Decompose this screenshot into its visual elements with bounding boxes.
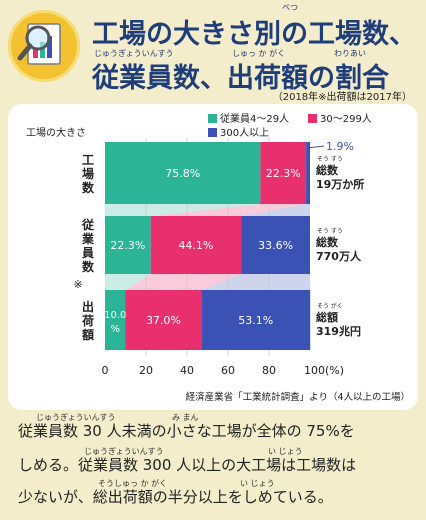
bar-data-label: 10.0 [104, 310, 126, 321]
connector-band [150, 204, 307, 216]
bottom-text-line-1: 従業員数 30 人未満の小さな工場が全体の 75%を [18, 422, 355, 440]
source-note: 経済産業省「工業統計調査」より（4人以上の工場） [186, 391, 410, 403]
bar-data-label: 22.3% [266, 167, 301, 180]
bottom-text-line-2: しめる。従業員数 300 人以上の大工場は工場数は [18, 456, 357, 474]
x-tick-label: 40 [180, 364, 194, 377]
bottom-ruby-1a: じゅうぎょういんすう [36, 413, 116, 422]
bar-segment [306, 142, 310, 204]
bar-data-label: 75.8% [165, 167, 200, 180]
callout-label: 1.9% [326, 140, 354, 153]
bar-segment [105, 216, 151, 274]
category-label: 出 [82, 299, 94, 314]
legend-swatch [308, 114, 317, 123]
x-tick-label: 20 [139, 364, 153, 377]
total-label: 総数 [316, 235, 339, 249]
category-label: 場 [82, 166, 94, 181]
total-ruby: そう がく [317, 302, 343, 310]
page-title-line-2: 従業員数、出荷額の割合 [92, 63, 389, 94]
bar-data-label: 22.3% [110, 239, 145, 252]
title-area: べつ 工場の大きさ別の工場数、 じゅうぎょういんすう しゅっ か がく わりあい… [0, 0, 426, 100]
title-ruby-betsu: べつ [282, 3, 298, 12]
category-label: 数 [82, 180, 95, 195]
bar-data-label: 37.0% [146, 314, 181, 327]
bar-segment [105, 290, 126, 350]
x-tick-label: 100(%) [304, 364, 344, 377]
category-label: 員 [81, 246, 94, 260]
bottom-ruby-1b: み まん [172, 413, 199, 422]
legend-title: 工場の大きさ [26, 126, 86, 139]
bar-segment [241, 216, 310, 274]
title-ruby-jugyoinsu: じゅうぎょういんすう [94, 49, 174, 58]
total-value: 319兆円 [316, 324, 361, 338]
category-label: 工 [82, 153, 94, 167]
year-note: （2018年※出荷額は2017年） [272, 92, 412, 103]
connector-band [125, 274, 242, 290]
bar-segment [260, 142, 307, 204]
legend-label: 従業員4〜29人 [220, 112, 289, 125]
bottom-text-line-3: 少ないが、総出荷額の半分以上をしめている。 [18, 488, 333, 506]
bottom-ruby-3a: そうしゅっ か がく [98, 479, 168, 488]
category-label: 業 [81, 231, 95, 246]
bottom-ruby-2b: い じょう [268, 447, 303, 456]
bar-data-label-unit: % [110, 324, 120, 335]
magnifier-chart-icon [8, 10, 80, 82]
bar-data-label: 33.6% [258, 239, 293, 252]
connector-band [201, 274, 311, 290]
bar-data-label: 53.1% [238, 314, 273, 327]
bottom-ruby-2a: じゅうぎょういんすう [84, 447, 164, 456]
legend-swatch [208, 114, 217, 123]
legend-swatch [208, 128, 217, 137]
title-ruby-shukkagaku: しゅっ か がく [232, 49, 286, 58]
total-label: 総数 [316, 163, 339, 177]
total-value: 19万か所 [316, 177, 364, 191]
category-note-mark: ※ [73, 278, 82, 291]
total-ruby: そう すう [317, 156, 343, 163]
category-label: 従 [81, 217, 95, 232]
category-label: 数 [82, 259, 95, 274]
x-tick-label: 60 [221, 364, 235, 377]
title-ruby-wariai: わりあい [334, 49, 366, 58]
callout-line [306, 145, 325, 149]
chart-panel: 工場の大きさ 従業員4〜29人 30〜299人 300人以上 75.8% 22.3% 工場数… [8, 104, 418, 410]
connector-band [105, 204, 261, 216]
bottom-ruby-3b: い じょう [240, 479, 275, 488]
x-tick-label: 80 [262, 364, 276, 377]
bar-segment [105, 142, 261, 204]
bar-data-label: 44.1% [178, 239, 213, 252]
page-title-line-1: 工場の大きさ別の工場数、 [92, 19, 416, 50]
connector-band [241, 204, 310, 216]
category-label: 額 [81, 327, 94, 342]
legend-label: 300人以上 [220, 127, 269, 139]
total-label: 総額 [316, 310, 338, 324]
bar-segment [150, 216, 242, 274]
legend-label: 30〜299人 [320, 113, 372, 125]
x-tick-label: 0 [102, 364, 109, 377]
connector-band [105, 274, 151, 290]
bar-segment [201, 290, 311, 350]
total-value: 770万人 [316, 249, 362, 263]
category-label: 荷 [81, 313, 94, 328]
total-ruby: そう すう [317, 228, 343, 235]
bar-segment [125, 290, 202, 350]
